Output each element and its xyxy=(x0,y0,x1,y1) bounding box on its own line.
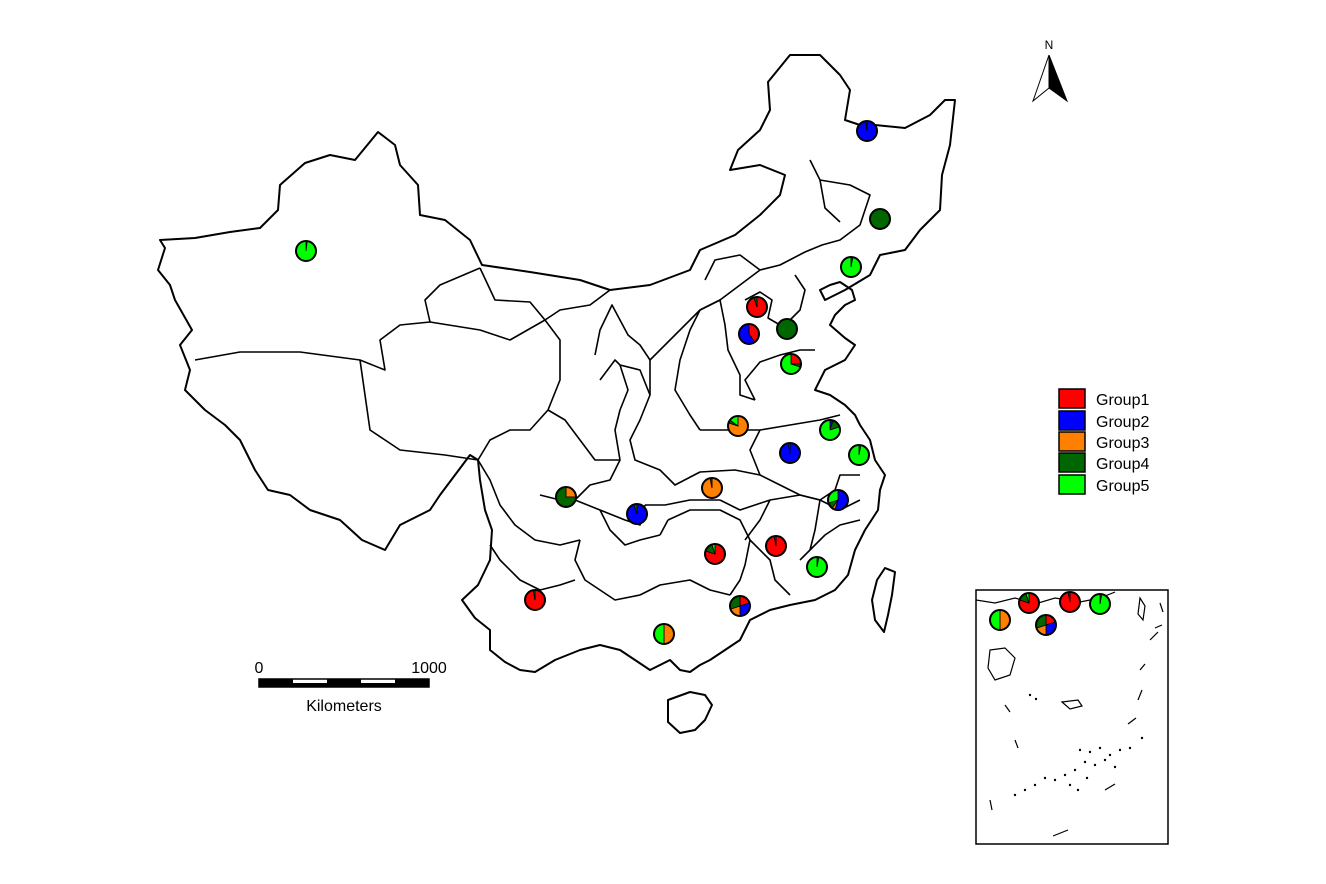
scale-bar-segment-half xyxy=(293,683,327,687)
site-pie-inset-guangxi xyxy=(989,609,1011,631)
pie-outline xyxy=(869,208,891,230)
site-pie-tianjin xyxy=(776,318,798,340)
legend-label-group3: Group3 xyxy=(1096,435,1149,452)
taiwan-island xyxy=(871,567,896,633)
pie-outline xyxy=(653,623,675,645)
pie-outline xyxy=(806,556,828,578)
site-pie-inset-hunan xyxy=(1018,592,1040,614)
pie-outline xyxy=(1089,593,1111,615)
site-pie-shandong xyxy=(780,353,802,375)
legend-label-group2: Group2 xyxy=(1096,414,1149,431)
pie-outline xyxy=(626,503,648,525)
site-pie-guangxi xyxy=(653,623,675,645)
pie-outline xyxy=(856,120,878,142)
pie-outline xyxy=(819,419,841,441)
pie-outline xyxy=(295,240,317,262)
pie-outline xyxy=(746,296,768,318)
legend-swatch-group2 xyxy=(1058,410,1086,431)
pie-outline xyxy=(1018,592,1040,614)
legend: Group1 Group2 Group3 Group4 Group5 xyxy=(1058,388,1149,495)
site-pies xyxy=(295,120,1111,645)
site-pie-yunnan xyxy=(524,589,546,611)
site-pie-shanxi xyxy=(738,323,760,345)
inset-frame xyxy=(975,589,1169,845)
pie-outline xyxy=(827,489,849,511)
site-pie-fujian xyxy=(806,556,828,578)
pie-outline xyxy=(1059,591,1081,613)
site-pie-heilongjiang xyxy=(856,120,878,142)
pie-outline xyxy=(848,444,870,466)
scale-bar: 0 1000 Kilometers xyxy=(255,660,447,715)
legend-swatch-group3 xyxy=(1058,431,1086,452)
pie-outline xyxy=(776,318,798,340)
north-arrow-white-half xyxy=(1031,54,1050,103)
pie-outline xyxy=(989,609,1011,631)
site-pie-inset-fujian xyxy=(1089,593,1111,615)
site-pie-shanghai xyxy=(848,444,870,466)
scale-bar-unit-label: Kilometers xyxy=(306,698,382,715)
map-outline xyxy=(157,54,956,734)
site-pie-guangdong xyxy=(729,595,751,617)
pie-outline xyxy=(701,477,723,499)
pie-outline xyxy=(840,256,862,278)
country-outline xyxy=(157,54,956,673)
site-pie-jiangsu xyxy=(819,419,841,441)
site-pie-zhejiang xyxy=(827,489,849,511)
north-arrow-label: N xyxy=(1045,38,1054,52)
legend-swatch-group4 xyxy=(1058,452,1086,473)
site-pie-jilin xyxy=(869,208,891,230)
north-arrow: N xyxy=(1031,38,1069,103)
site-pie-sichuan xyxy=(555,486,577,508)
scale-bar-start-label: 0 xyxy=(255,660,264,677)
site-pie-chongqing xyxy=(626,503,648,525)
hainan-island xyxy=(667,691,713,734)
north-arrow-black-half xyxy=(1048,54,1069,103)
pie-outline xyxy=(780,353,802,375)
site-pie-beijing xyxy=(746,296,768,318)
pie-outline xyxy=(1035,614,1057,636)
scale-bar-segment-half xyxy=(361,683,395,687)
site-pie-hubei xyxy=(701,477,723,499)
pie-outline xyxy=(729,595,751,617)
pie-outline xyxy=(555,486,577,508)
scale-bar-end-label: 1000 xyxy=(411,660,447,677)
pie-outline xyxy=(704,543,726,565)
site-pie-xinjiang xyxy=(295,240,317,262)
site-pie-inset-guangdong xyxy=(1035,614,1057,636)
scale-bar-segment xyxy=(259,679,293,687)
site-pie-jiangxi xyxy=(765,535,787,557)
site-pie-henan xyxy=(727,415,749,437)
pie-outline xyxy=(765,535,787,557)
site-pie-inset-jiangxi xyxy=(1059,591,1081,613)
site-pie-anhui xyxy=(779,442,801,464)
legend-label-group5: Group5 xyxy=(1096,478,1149,495)
pie-outline xyxy=(738,323,760,345)
legend-label-group4: Group4 xyxy=(1096,456,1149,473)
scale-bar-segment xyxy=(327,679,361,687)
pie-outline xyxy=(524,589,546,611)
legend-swatch-group5 xyxy=(1058,474,1086,495)
site-pie-hunan xyxy=(704,543,726,565)
legend-label-group1: Group1 xyxy=(1096,392,1149,409)
scale-bar-segment xyxy=(395,679,429,687)
legend-swatch-group1 xyxy=(1058,388,1086,409)
pie-outline xyxy=(779,442,801,464)
pie-outline xyxy=(727,415,749,437)
inset-islands xyxy=(1013,693,1144,797)
site-pie-liaoning xyxy=(840,256,862,278)
